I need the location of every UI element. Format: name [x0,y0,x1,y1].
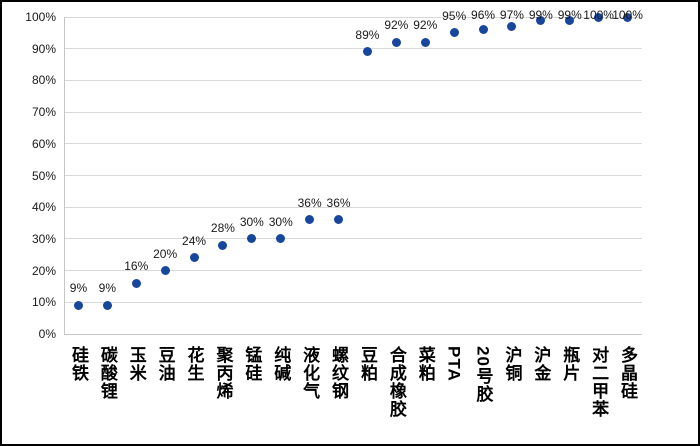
y-axis-tick-label: 60% [31,136,56,151]
gridline [64,175,642,176]
data-point-marker [73,300,83,310]
y-axis-tick-label: 40% [31,200,56,215]
data-point-label: 92% [384,18,409,33]
gridline [64,48,642,50]
data-point-label: 20% [153,246,178,261]
x-axis-category-label: 花生 [184,346,204,382]
gridline [64,79,642,81]
x-axis-category-label: PTA [444,346,464,382]
data-point-label: 97% [499,8,524,22]
y-axis-tick-label: 70% [31,105,56,120]
x-axis-category-label: 豆粕 [357,346,377,382]
x-axis-category-label: 沪金 [531,346,551,382]
data-point-marker [102,300,112,310]
data-point-label: 36% [297,195,322,210]
gridline [64,301,642,303]
gridline [64,270,642,272]
x-axis-category-label: 对二甲苯 [589,346,609,418]
x-axis-category-label: 碳酸锂 [97,346,117,400]
data-point-label: 89% [355,27,380,42]
data-point-marker [247,234,257,244]
data-point-marker [391,37,401,47]
data-point-marker [305,215,315,225]
data-point-marker [160,266,170,276]
x-axis-category-label: 液化气 [300,346,320,400]
data-point-marker [565,15,575,25]
gridline [64,206,642,208]
data-point-label: 36% [326,195,351,210]
x-axis-category-label: 多晶硅 [618,346,638,400]
data-point-marker [623,12,633,22]
x-axis-category-label: 沪铜 [502,346,522,382]
data-point-marker [131,278,141,288]
gridline [64,111,642,113]
y-axis-tick-label: 50% [31,168,56,183]
data-point-marker [594,12,604,22]
data-point-marker [218,240,228,250]
x-axis-category-label: 合成橡胶 [386,346,406,418]
data-point-marker [189,253,199,263]
data-point-label: 28% [210,221,235,236]
data-point-label: 16% [124,259,149,274]
x-axis-category-label: 瓶片 [560,346,580,382]
y-axis-tick-label: 100% [25,10,56,24]
data-point-label: 95% [442,8,467,23]
data-point-marker [507,22,517,31]
data-point-label: 96% [471,8,496,22]
y-axis-tick-label: 80% [31,73,56,88]
data-point-marker [420,37,430,47]
x-axis-line [64,334,642,335]
x-axis-category-label: 锰硅 [242,346,262,382]
x-axis-category-label: 玉米 [126,346,146,382]
gridline [64,143,642,145]
y-axis-tick-label: 10% [31,295,56,310]
x-axis-category-label: 纯碱 [271,346,291,382]
x-axis-category-label: 20号胶 [473,346,493,403]
data-point-label: 100% [583,8,614,22]
data-point-label: 99% [528,8,553,22]
data-point-label: 24% [182,233,207,248]
y-axis-tick-label: 30% [31,231,56,246]
data-point-marker [478,25,488,35]
data-point-marker [334,215,344,225]
data-point-label: 100% [612,8,643,22]
x-axis-category-label: 硅铁 [68,346,88,382]
y-axis-tick-label: 20% [31,263,56,278]
data-point-marker [536,15,546,25]
y-axis-tick-label: 0% [38,327,56,341]
gridline [64,238,642,240]
data-point-marker [276,234,286,244]
data-point-label: 9% [69,281,88,296]
x-axis-category-label: 菜粕 [415,346,435,382]
x-axis-category-label: 聚丙烯 [213,346,233,400]
data-point-label: 9% [98,281,117,296]
x-axis-category-label: 豆油 [155,346,175,382]
data-point-marker [449,28,459,38]
data-point-marker [362,47,372,57]
y-axis-tick-label: 90% [31,41,56,56]
y-axis-line [64,17,65,334]
data-point-label: 30% [239,214,264,229]
data-point-label: 30% [268,214,293,229]
x-axis-category-label: 螺纹钢 [329,346,349,400]
data-point-label: 92% [413,18,438,33]
gridline [64,16,642,18]
data-point-label: 99% [557,8,582,22]
